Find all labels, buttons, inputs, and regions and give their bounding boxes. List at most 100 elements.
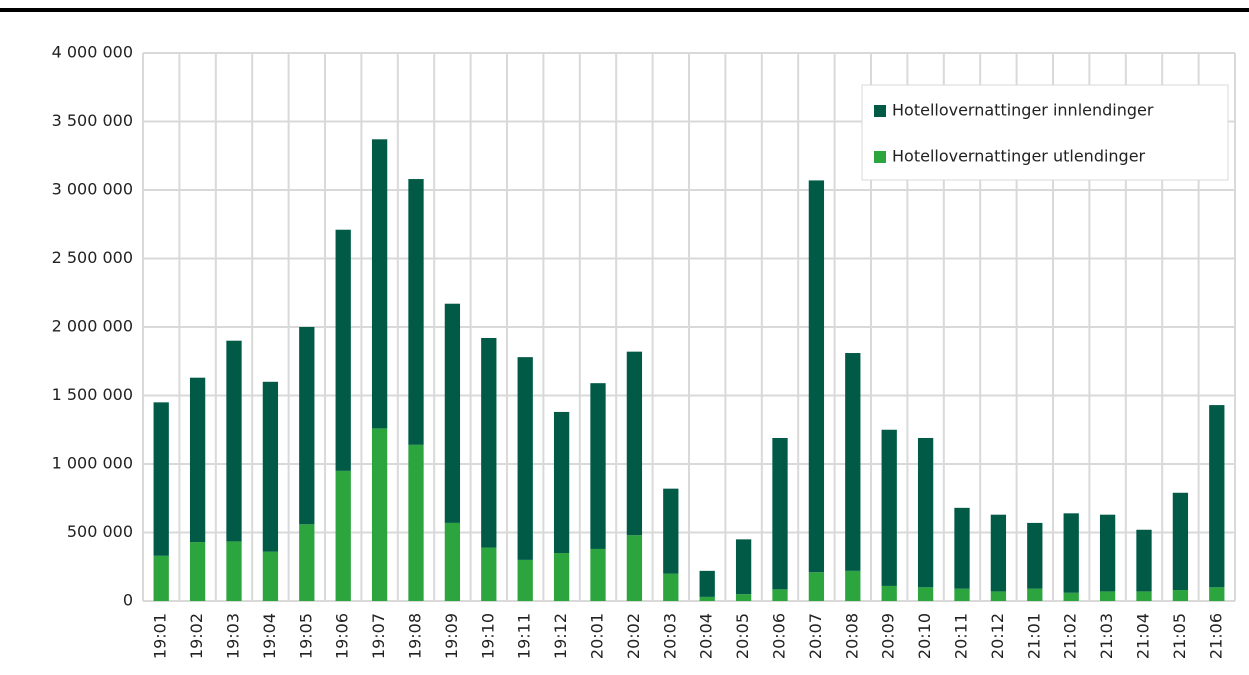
x-tick-label: 19:08 xyxy=(406,613,425,659)
x-tick-label: 19:02 xyxy=(187,613,206,659)
x-tick-label: 21:04 xyxy=(1134,613,1153,659)
bar-segment xyxy=(954,507,970,589)
x-tick-label: 20:05 xyxy=(733,613,752,659)
bar-segment xyxy=(954,588,970,601)
bar-segment xyxy=(408,444,424,601)
y-tick-label: 2 000 000 xyxy=(52,317,133,336)
bar-segment xyxy=(481,547,497,601)
bar-segment xyxy=(590,383,606,549)
bar-segment xyxy=(699,596,715,601)
x-tick-label: 20:12 xyxy=(988,613,1007,659)
bar-segment xyxy=(335,470,351,601)
y-tick-label: 4 000 000 xyxy=(52,43,133,62)
bar-segment xyxy=(408,179,424,445)
bar-segment xyxy=(772,589,788,601)
y-tick-label: 1 500 000 xyxy=(52,385,133,404)
bar-segment xyxy=(517,559,533,601)
bar-segment xyxy=(663,488,679,574)
bar-segment xyxy=(444,303,461,523)
y-tick-label: 500 000 xyxy=(67,522,133,541)
bar-segment xyxy=(299,327,315,525)
x-tick-label: 21:02 xyxy=(1061,613,1080,659)
x-tick-label: 20:11 xyxy=(952,613,971,659)
bar-segment xyxy=(699,570,715,597)
x-tick-label: 20:03 xyxy=(660,613,679,659)
x-tick-label: 20:07 xyxy=(806,613,825,659)
bar-segment xyxy=(1209,587,1225,601)
bar-segment xyxy=(917,587,934,601)
bar-segment xyxy=(663,573,679,601)
bar-segment xyxy=(189,377,206,543)
bar-segment xyxy=(1099,591,1116,601)
bar-segment xyxy=(990,514,1007,592)
bar-segment xyxy=(1063,592,1079,601)
x-tick-label: 19:03 xyxy=(224,613,243,659)
bar-segment xyxy=(371,428,388,601)
x-tick-label: 19:01 xyxy=(151,613,170,659)
x-tick-label: 19:04 xyxy=(260,613,279,659)
bar-segment xyxy=(371,139,388,429)
y-tick-label: 3 500 000 xyxy=(52,111,133,130)
bar-segment xyxy=(735,539,752,595)
bar-segment xyxy=(808,572,825,601)
x-tick-label: 19:12 xyxy=(551,613,570,659)
bar-segment xyxy=(626,351,643,536)
legend-swatch xyxy=(874,105,886,117)
bar-segment xyxy=(1027,522,1043,589)
x-tick-label: 19:11 xyxy=(515,613,534,659)
legend-swatch xyxy=(874,151,886,163)
bar-segment xyxy=(1209,405,1225,588)
bar-segment xyxy=(990,591,1007,601)
x-tick-label: 19:09 xyxy=(442,613,461,659)
header-rule xyxy=(0,8,1249,12)
bar-segment xyxy=(808,180,825,573)
x-tick-label: 20:09 xyxy=(879,613,898,659)
x-tick-label: 20:10 xyxy=(915,613,934,659)
bar-segment xyxy=(1027,588,1043,601)
x-tick-label: 21:05 xyxy=(1170,613,1189,659)
bar-segment xyxy=(262,551,279,601)
legend-label: Hotellovernattinger utlendinger xyxy=(892,147,1146,166)
y-tick-label: 3 000 000 xyxy=(52,180,133,199)
bar-segment xyxy=(1099,514,1116,592)
bar-segment xyxy=(299,524,315,601)
bar-segment xyxy=(335,229,351,471)
y-tick-label: 2 500 000 xyxy=(52,248,133,267)
bar-segment xyxy=(553,411,570,554)
x-tick-label: 19:05 xyxy=(296,613,315,659)
bar-segment xyxy=(881,429,897,586)
bar-segment xyxy=(845,353,861,571)
bar-segment xyxy=(262,381,279,552)
y-tick-label: 1 000 000 xyxy=(52,454,133,473)
bar-segment xyxy=(735,594,752,601)
bar-segment xyxy=(226,541,242,601)
bar-segment xyxy=(444,522,461,601)
legend-label: Hotellovernattinger innlendinger xyxy=(892,101,1154,120)
y-tick-label: 0 xyxy=(123,591,133,610)
x-tick-label: 20:04 xyxy=(697,613,716,659)
bar-segment xyxy=(189,542,206,601)
legend-box xyxy=(861,84,1229,181)
bar-segment xyxy=(772,437,788,590)
x-tick-label: 20:02 xyxy=(624,613,643,659)
bar-segment xyxy=(1063,513,1079,593)
bar-segment xyxy=(1136,529,1152,592)
bar-segment xyxy=(153,402,169,556)
bar-segment xyxy=(881,585,897,601)
bar-segment xyxy=(153,555,169,601)
bar-segment xyxy=(1136,591,1152,601)
x-tick-label: 21:06 xyxy=(1206,613,1225,659)
bar-segment xyxy=(553,553,570,601)
bar-segment xyxy=(590,548,606,601)
bar-segment xyxy=(917,437,934,588)
bar-segment xyxy=(1172,590,1189,601)
x-tick-label: 20:01 xyxy=(588,613,607,659)
x-tick-label: 19:07 xyxy=(369,613,388,659)
bar-segment xyxy=(517,357,533,560)
bar-segment xyxy=(626,535,643,601)
bar-segment xyxy=(1172,492,1189,591)
x-tick-label: 19:10 xyxy=(478,613,497,659)
bar-segment xyxy=(845,570,861,601)
